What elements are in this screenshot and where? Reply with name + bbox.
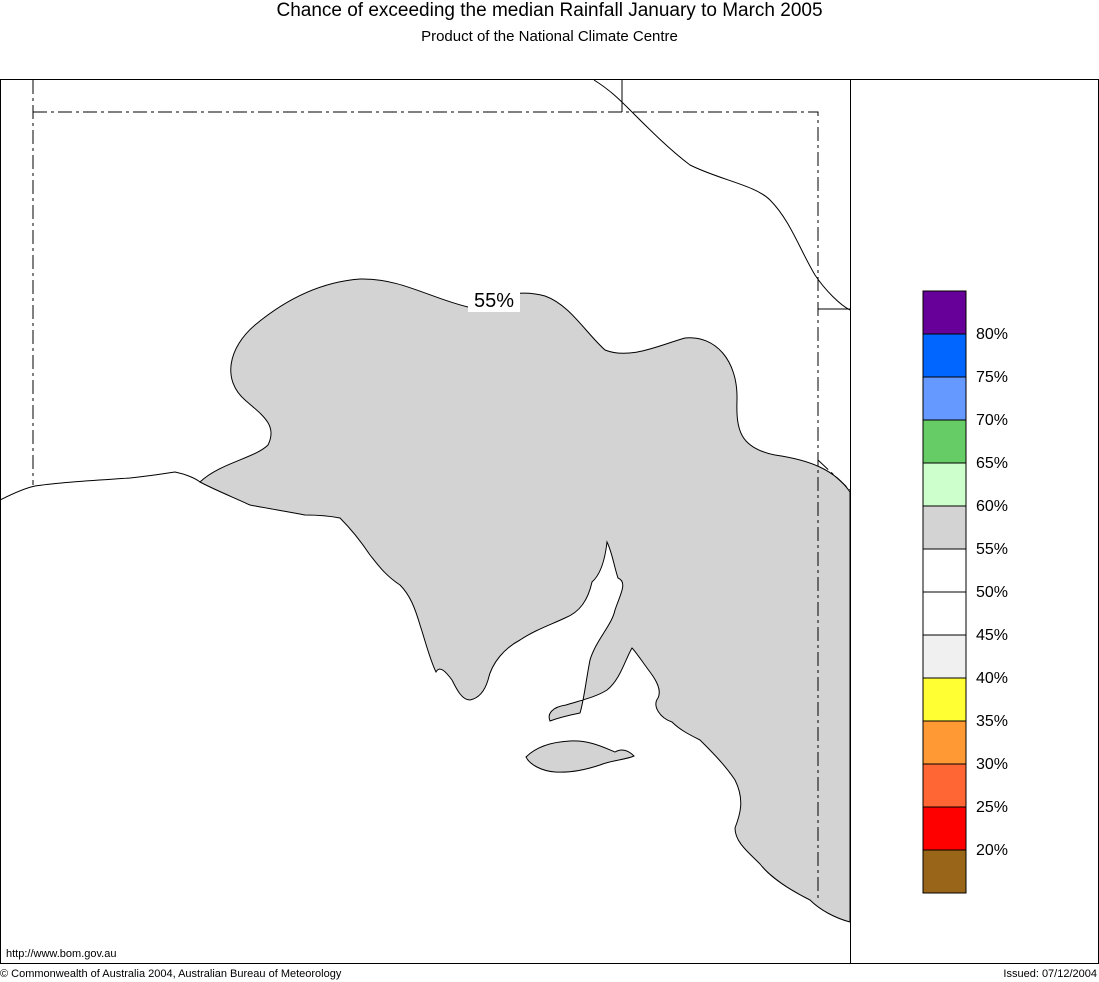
dashed-boundary-east — [817, 459, 851, 491]
legend-label: 45% — [976, 627, 1009, 644]
legend-color-bar — [922, 290, 967, 894]
region-label: 55% — [474, 290, 514, 312]
footer-copyright: © Commonwealth of Australia 2004, Austra… — [0, 968, 342, 980]
legend-swatch — [922, 849, 967, 894]
legend-swatch — [922, 720, 967, 765]
legend-swatch — [922, 333, 967, 378]
legend-label: 50% — [976, 584, 1009, 601]
south-australia-region — [199, 278, 851, 923]
region-label-bg — [468, 289, 520, 312]
legend-swatch — [922, 806, 967, 851]
legend-swatch — [922, 462, 967, 507]
legend-swatch — [922, 376, 967, 421]
coastline-west — [0, 471, 201, 501]
legend-swatch — [922, 591, 967, 636]
legend-label: 30% — [976, 756, 1009, 773]
legend-label: 60% — [976, 498, 1009, 515]
footer-issued: Issued: 07/12/2004 — [1003, 968, 1097, 980]
legend-panel — [850, 79, 1099, 964]
kangaroo-island — [525, 740, 635, 773]
legend-label: 35% — [976, 713, 1009, 730]
state-border-northeast — [593, 79, 851, 311]
legend-swatch — [922, 548, 967, 593]
legend-label: 75% — [976, 369, 1009, 386]
legend-swatch — [922, 763, 967, 808]
legend-label: 55% — [976, 541, 1009, 558]
legend-swatch — [922, 677, 967, 722]
legend-swatch — [922, 505, 967, 550]
legend-label: 80% — [976, 326, 1009, 343]
legend-swatch — [922, 419, 967, 464]
legend-label: 65% — [976, 455, 1009, 472]
legend-label: 70% — [976, 412, 1009, 429]
map-subtitle: Product of the National Climate Centre — [421, 28, 678, 45]
legend-label: 40% — [976, 670, 1009, 687]
dashed-boundary — [32, 80, 819, 900]
legend-swatch — [922, 634, 967, 679]
footer-url: http://www.bom.gov.au — [6, 948, 117, 960]
legend-label: 20% — [976, 842, 1009, 859]
legend-label: 25% — [976, 799, 1009, 816]
legend-swatch — [922, 290, 967, 335]
map-title: Chance of exceeding the median Rainfall … — [276, 0, 823, 21]
